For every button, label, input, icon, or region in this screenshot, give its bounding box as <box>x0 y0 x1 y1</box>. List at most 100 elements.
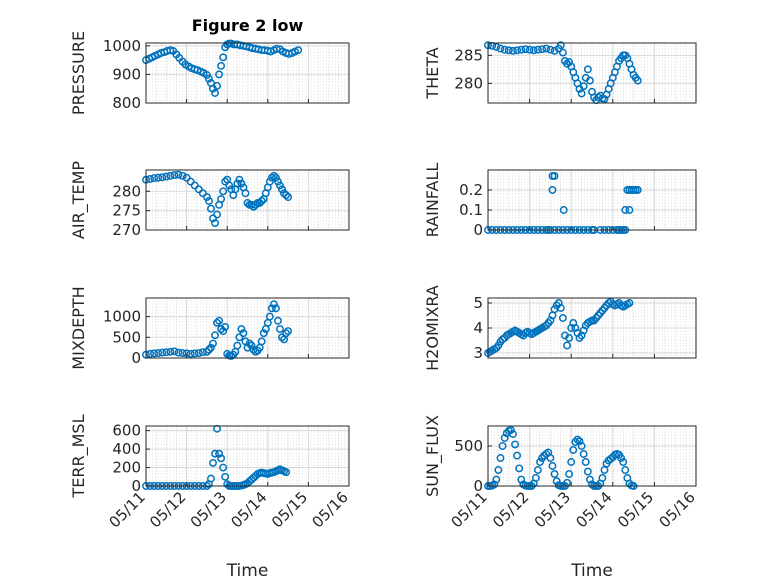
data-point <box>150 174 159 183</box>
subplot-theta: 280 285 THETA <box>423 41 697 105</box>
data-point <box>221 323 230 331</box>
data-point <box>170 347 179 356</box>
ytick-label: 5 <box>473 294 483 312</box>
ylabel-air_temp: AIR_TEMP <box>69 161 89 239</box>
xtick-label: 05/12 <box>146 488 189 531</box>
data-point <box>213 81 222 90</box>
data-point <box>221 177 230 186</box>
data-point <box>162 348 171 357</box>
data-point <box>585 76 594 85</box>
data-point <box>233 341 242 350</box>
data-point <box>166 347 175 356</box>
data-point <box>556 41 565 50</box>
data-point <box>267 304 276 313</box>
ytick-label: 285 <box>454 46 483 64</box>
axes-box <box>145 42 350 104</box>
xtick-label: 05/14 <box>572 488 615 531</box>
data-point <box>158 173 167 182</box>
data-point <box>257 197 266 205</box>
data-point <box>577 89 586 98</box>
ytick-label: 200 <box>112 459 141 477</box>
data-point <box>219 53 228 62</box>
ytick-label: 800 <box>112 94 141 112</box>
figure-title: Figure 2 low <box>192 16 304 35</box>
data-point <box>207 474 215 483</box>
axes-box <box>145 425 350 487</box>
xtick-label: 05/16 <box>309 488 352 531</box>
ytick-label: 600 <box>112 422 141 440</box>
data-point <box>600 95 609 104</box>
data-point <box>217 454 226 463</box>
data-point <box>282 468 291 477</box>
data-point <box>513 46 522 55</box>
data-point <box>265 177 274 186</box>
data-point <box>282 191 291 200</box>
data-point <box>271 304 280 313</box>
ytick-label: 0 <box>473 477 483 495</box>
data-point <box>194 185 203 194</box>
data-point <box>625 299 634 307</box>
ytick-label: 1000 <box>103 308 141 326</box>
data-point <box>215 316 224 325</box>
data-point <box>492 42 501 51</box>
data-point <box>583 467 592 476</box>
data-point <box>278 333 286 342</box>
data-point <box>235 333 244 342</box>
data-point <box>550 470 559 478</box>
data-point <box>565 58 574 67</box>
data-point <box>276 181 284 190</box>
ytick-label: 500 <box>112 328 141 346</box>
data-point <box>278 185 286 194</box>
data-point <box>209 214 217 223</box>
data-point <box>506 426 515 434</box>
subplot-mixdepth: 0 500 1000 MIXDEPTH <box>69 286 350 370</box>
data-point <box>565 470 574 478</box>
ytick-label: 500 <box>454 437 483 455</box>
data-point <box>504 46 513 55</box>
data-point <box>274 177 282 186</box>
xtick-label: 05/13 <box>531 488 574 531</box>
xtick-label: 05/16 <box>656 488 699 531</box>
data-point <box>284 193 293 202</box>
data-point <box>146 349 155 358</box>
xlabel-sun_flux: Time <box>570 561 613 581</box>
series-mixdepth <box>142 300 293 360</box>
subplot-h2omixra: 3 4 5 H2OMIXRA <box>423 285 697 371</box>
data-point <box>217 325 226 333</box>
ytick-label: 0.2 <box>459 181 483 199</box>
data-point <box>563 341 571 350</box>
data-point <box>276 325 284 333</box>
data-point <box>211 331 219 340</box>
data-point <box>559 206 568 214</box>
data-point <box>186 177 195 186</box>
data-point <box>204 345 213 354</box>
xtick-label: 05/14 <box>227 488 270 531</box>
data-point <box>219 327 228 336</box>
data-point <box>269 300 278 309</box>
data-point <box>583 65 592 74</box>
xtick-label: 05/12 <box>489 488 532 531</box>
data-point <box>207 204 215 213</box>
data-point <box>496 454 505 462</box>
data-point <box>525 45 534 54</box>
data-point <box>529 46 538 55</box>
data-point <box>219 187 228 196</box>
data-point <box>567 458 576 466</box>
data-point <box>531 474 540 482</box>
data-point <box>498 442 507 450</box>
data-point <box>239 329 248 338</box>
subplot-terr_msl: 0200400600TERR_MSL05/1105/1205/1305/1405… <box>69 414 352 581</box>
data-point <box>243 198 252 207</box>
ylabel-pressure: PRESSURE <box>69 31 88 115</box>
xlabel-terr_msl: Time <box>226 561 269 581</box>
axes-box <box>145 169 350 231</box>
data-point <box>213 318 222 327</box>
data-point <box>496 44 505 53</box>
data-point <box>533 466 542 474</box>
subplot-rainfall: 0 0.1 0.2 RAINFALL <box>423 163 697 239</box>
data-point <box>162 172 171 181</box>
data-point <box>552 477 561 486</box>
data-point <box>509 46 517 55</box>
